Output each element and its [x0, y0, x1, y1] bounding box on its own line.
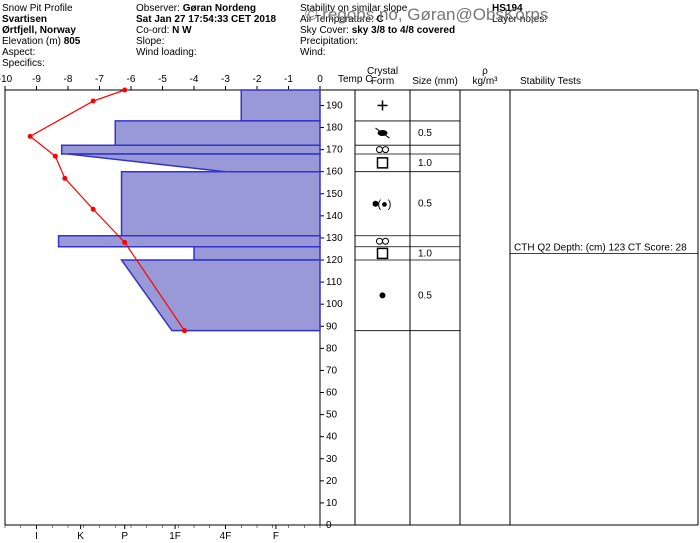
svg-text:-7: -7: [95, 74, 104, 85]
svg-text:F: F: [273, 531, 279, 542]
depth-tick: 120: [326, 255, 343, 266]
hardness-layer: [122, 260, 320, 331]
svg-text:K: K: [77, 531, 84, 542]
stability-test-text: CTH Q2 Depth: (cm) 123 CT Score: 28: [514, 242, 687, 253]
svg-text:-4: -4: [190, 74, 199, 85]
layer-size: 1.0: [418, 248, 432, 259]
svg-text:kg/m³: kg/m³: [473, 76, 499, 87]
depth-tick: 140: [326, 211, 343, 222]
temperature-point: [62, 176, 67, 181]
svg-text:-10: -10: [0, 74, 13, 85]
temperature-point: [182, 328, 187, 333]
temperature-point: [28, 134, 33, 139]
svg-text:1F: 1F: [169, 531, 181, 542]
hardness-layer: [68, 154, 320, 172]
hardness-layer: [241, 90, 320, 121]
col-size: Size (mm): [412, 76, 458, 87]
svg-text:I: I: [35, 531, 38, 542]
svg-text:-3: -3: [221, 74, 230, 85]
depth-tick: 10: [326, 498, 338, 509]
temperature-point: [122, 240, 127, 245]
svg-text:4F: 4F: [220, 531, 232, 542]
depth-tick: 160: [326, 167, 343, 178]
depth-tick: 190: [326, 100, 343, 111]
depth-tick: 20: [326, 476, 338, 487]
crystal-chain-icon: [377, 238, 383, 244]
hardness-layer: [59, 236, 320, 247]
depth-tick: 90: [326, 321, 338, 332]
depth-tick: 130: [326, 233, 343, 244]
temperature-point: [122, 88, 127, 93]
depth-tick: 170: [326, 145, 343, 156]
depth-tick: 40: [326, 432, 338, 443]
crystal-square-icon: [378, 248, 388, 258]
hardness-layer: [194, 247, 320, 260]
depth-tick: 0: [326, 520, 332, 531]
hardness-layer: [115, 121, 320, 145]
depth-tick: 70: [326, 365, 338, 376]
hardness-layer: [62, 145, 320, 154]
svg-text:(●): (●): [378, 199, 392, 211]
crystal-chain-icon: [377, 147, 383, 153]
svg-text:P: P: [121, 531, 128, 542]
temperature-point: [91, 99, 96, 104]
layer-size: 1.0: [418, 158, 432, 169]
depth-tick: 50: [326, 410, 338, 421]
layer-size: 0.5: [418, 290, 432, 301]
svg-text:0: 0: [317, 74, 323, 85]
svg-text:-5: -5: [158, 74, 167, 85]
depth-tick: 80: [326, 343, 338, 354]
crystal-square-icon: [378, 158, 388, 168]
layer-size: 0.5: [418, 199, 432, 210]
svg-text:-6: -6: [127, 74, 136, 85]
depth-tick: 100: [326, 299, 343, 310]
snow-pit-chart: -10-9-8-7-6-5-4-3-2-10Temp CIKP1F4FFCrys…: [0, 0, 700, 543]
depth-tick: 180: [326, 123, 343, 134]
temperature-point: [53, 154, 58, 159]
svg-text:Form: Form: [371, 76, 394, 87]
layer-size: 0.5: [418, 128, 432, 139]
depth-tick: 30: [326, 454, 338, 465]
temperature-point: [91, 207, 96, 212]
crystal-dot-icon: [380, 292, 386, 298]
depth-tick: 110: [326, 277, 342, 288]
hardness-layer: [122, 172, 320, 236]
depth-tick: 150: [326, 189, 343, 200]
svg-text:-9: -9: [32, 74, 41, 85]
depth-tick: 60: [326, 388, 338, 399]
svg-text:-8: -8: [64, 74, 73, 85]
svg-text:-2: -2: [253, 74, 262, 85]
col-stability: Stability Tests: [520, 76, 581, 87]
svg-text:-1: -1: [284, 74, 293, 85]
